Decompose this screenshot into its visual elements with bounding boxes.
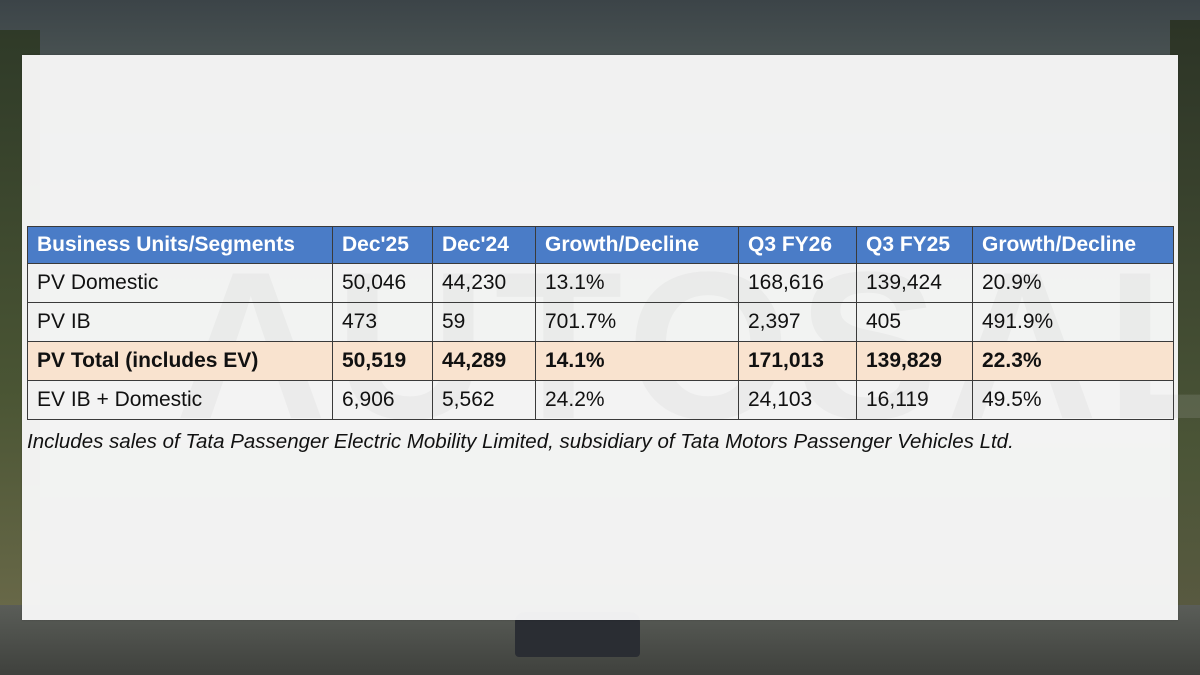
table-row: PV Domestic 50,046 44,230 13.1% 168,616 …	[27, 263, 1174, 303]
value-cell: 6,906	[332, 380, 433, 420]
value-cell: 50,519	[332, 341, 433, 381]
value-cell: 405	[856, 302, 973, 342]
table-row: EV IB + Domestic 6,906 5,562 24.2% 24,10…	[27, 380, 1174, 420]
segment-cell: PV Domestic	[27, 263, 333, 303]
header-q3fy25: Q3 FY25	[856, 226, 973, 264]
header-dec25: Dec'25	[332, 226, 433, 264]
value-cell: 171,013	[738, 341, 857, 381]
value-cell: 44,230	[432, 263, 536, 303]
growth-cell: 14.1%	[535, 341, 739, 381]
value-cell: 16,119	[856, 380, 973, 420]
segment-cell: PV IB	[27, 302, 333, 342]
header-business-units: Business Units/Segments	[27, 226, 333, 264]
header-growth-monthly: Growth/Decline	[535, 226, 739, 264]
table-header-row: Business Units/Segments Dec'25 Dec'24 Gr…	[27, 226, 1174, 264]
growth-cell: 701.7%	[535, 302, 739, 342]
growth-cell: 22.3%	[972, 341, 1174, 381]
table-row-total: PV Total (includes EV) 50,519 44,289 14.…	[27, 341, 1174, 381]
growth-cell: 24.2%	[535, 380, 739, 420]
sales-table: Business Units/Segments Dec'25 Dec'24 Gr…	[27, 226, 1174, 420]
value-cell: 24,103	[738, 380, 857, 420]
header-dec24: Dec'24	[432, 226, 536, 264]
footnote: Includes sales of Tata Passenger Electri…	[27, 430, 1014, 453]
value-cell: 59	[432, 302, 536, 342]
table-row: PV IB 473 59 701.7% 2,397 405 491.9%	[27, 302, 1174, 342]
growth-cell: 20.9%	[972, 263, 1174, 303]
value-cell: 44,289	[432, 341, 536, 381]
growth-cell: 49.5%	[972, 380, 1174, 420]
header-growth-quarterly: Growth/Decline	[972, 226, 1174, 264]
growth-cell: 13.1%	[535, 263, 739, 303]
growth-cell: 491.9%	[972, 302, 1174, 342]
value-cell: 473	[332, 302, 433, 342]
value-cell: 139,424	[856, 263, 973, 303]
segment-cell: EV IB + Domestic	[27, 380, 333, 420]
value-cell: 168,616	[738, 263, 857, 303]
value-cell: 50,046	[332, 263, 433, 303]
value-cell: 2,397	[738, 302, 857, 342]
value-cell: 5,562	[432, 380, 536, 420]
value-cell: 139,829	[856, 341, 973, 381]
segment-cell: PV Total (includes EV)	[27, 341, 333, 381]
header-q3fy26: Q3 FY26	[738, 226, 857, 264]
